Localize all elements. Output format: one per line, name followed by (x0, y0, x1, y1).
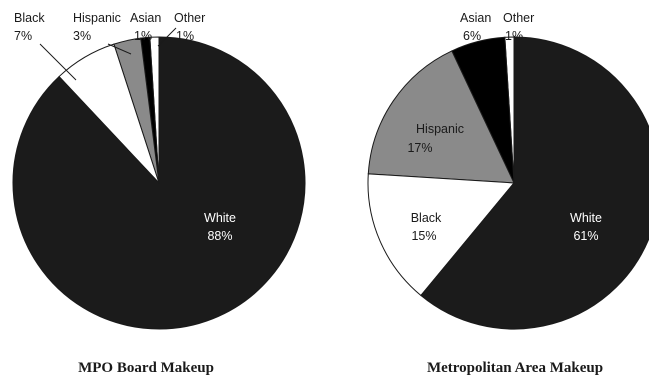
pie-slice-white (12, 36, 306, 330)
label-black-value: 15% (411, 229, 436, 243)
metro-area-labels: White 61% Black 15% Hispanic 17% Asian 6… (407, 11, 603, 376)
mpo-board-title: MPO Board Makeup (78, 360, 214, 376)
label-other-value: 1% (176, 29, 194, 43)
mpo-board-labels: White 88% Black 7% Hispanic 3% Asian 1% … (14, 11, 236, 376)
mpo-board-pie (12, 36, 306, 330)
label-other-name: Other (503, 11, 534, 25)
label-black-value: 7% (14, 29, 32, 43)
leader-line-black (39, 43, 77, 81)
label-asian-value: 6% (463, 29, 481, 43)
label-other-name: Other (174, 11, 205, 25)
label-white-name: White (204, 211, 236, 225)
label-black-name: Black (411, 211, 442, 225)
label-black-name: Black (14, 11, 45, 25)
label-asian-value: 1% (134, 29, 152, 43)
metro-area-title: Metropolitan Area Makeup (427, 360, 603, 376)
label-white-name: White (570, 211, 602, 225)
metro-area-pie (367, 36, 649, 330)
label-asian-name: Asian (130, 11, 161, 25)
pie-slice-white (420, 36, 649, 330)
label-white-value: 88% (207, 229, 232, 243)
label-asian-name: Asian (460, 11, 491, 25)
leader-line-hispanic (107, 43, 132, 55)
pie-slice-hispanic (367, 50, 515, 184)
leader-line-other (157, 27, 177, 47)
label-hispanic-name: Hispanic (73, 11, 121, 25)
label-hispanic-value: 17% (407, 141, 432, 155)
label-white-value: 61% (573, 229, 598, 243)
label-other-value: 1% (505, 29, 523, 43)
label-hispanic-name: Hispanic (416, 122, 464, 136)
pie-slice-black (367, 173, 516, 297)
label-hispanic-value: 3% (73, 29, 91, 43)
